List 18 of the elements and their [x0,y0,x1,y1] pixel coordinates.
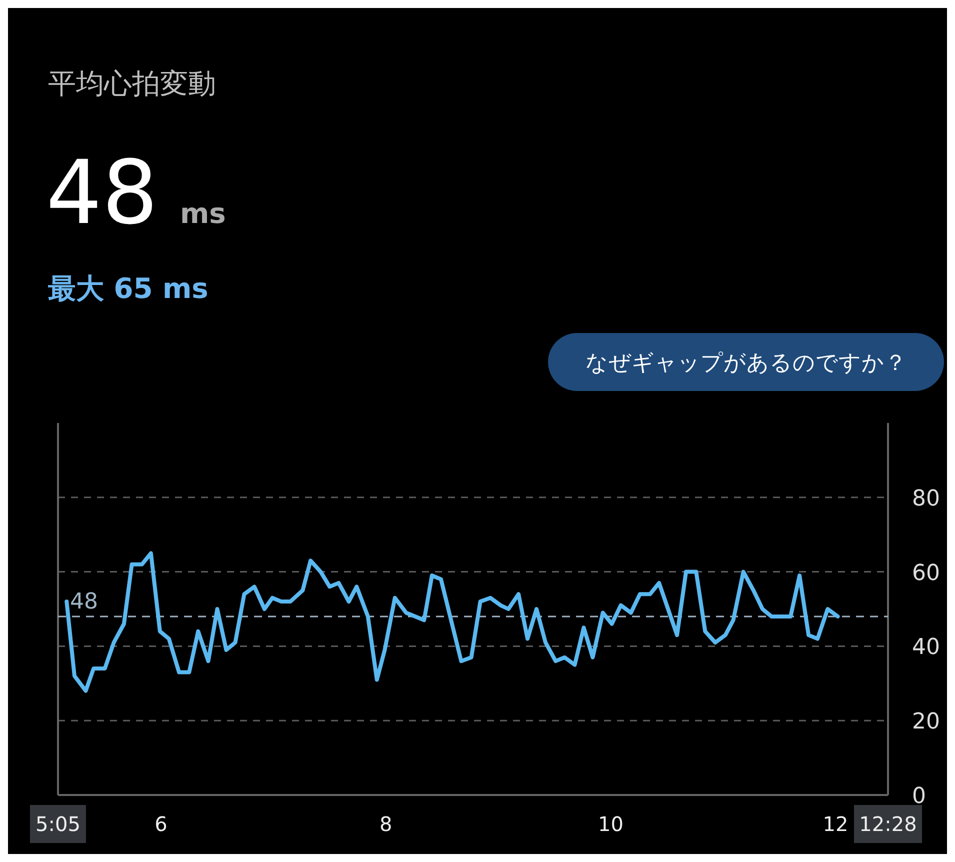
x-tick-label: 10 [598,812,624,836]
y-tick-label: 80 [912,486,940,512]
chart-title: 平均心拍変動 [48,67,216,100]
x-tick-label: 12 [822,812,848,836]
text: ms [180,197,226,230]
y-tick-label: 20 [912,710,940,735]
ref-line-label: 48 [70,589,98,614]
x-tick-label: 12:28 [859,812,917,836]
y-tick-label: 60 [912,560,940,586]
y-tick-label: 40 [912,635,940,660]
x-tick-label: 8 [380,812,392,836]
y-tick-label: 0 [912,784,926,809]
x-tick-label: 6 [154,812,168,836]
text: 最大 65 ms [47,272,208,305]
text: なぜギャップがあるのですか？ [586,351,906,376]
text: 48 [46,141,158,244]
x-tick-label: 5:05 [36,812,80,836]
line-series [64,551,840,693]
